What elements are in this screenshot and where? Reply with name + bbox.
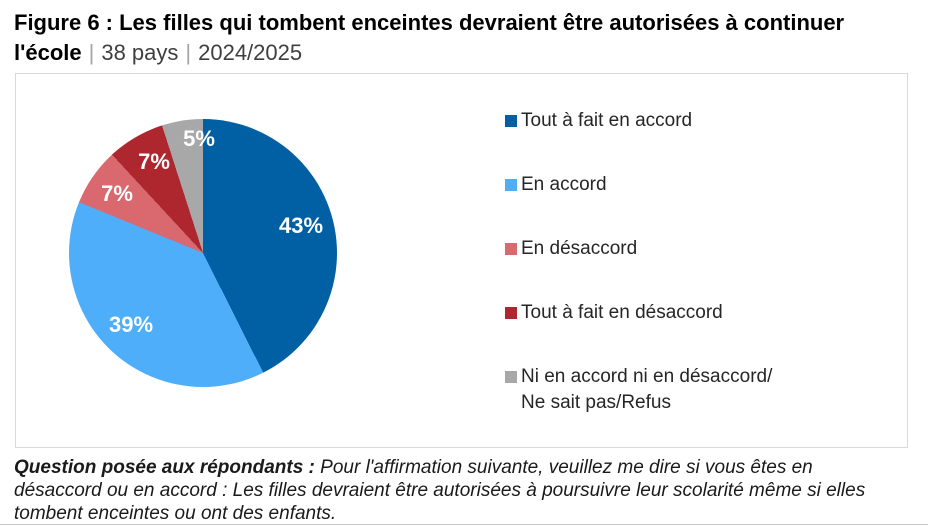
legend-item: Tout à fait en désaccord xyxy=(505,300,895,326)
legend-swatch-icon xyxy=(505,243,517,255)
pie-data-label: 7% xyxy=(101,181,133,206)
question-text: Pour l'affirmation suivante, veuillez me… xyxy=(14,457,866,524)
figure-title-line1: Figure 6 : Les filles qui tombent encein… xyxy=(14,8,914,38)
legend-label: Tout à fait en accord xyxy=(521,110,693,131)
bottom-divider xyxy=(0,524,928,525)
legend-swatch-icon xyxy=(505,179,517,191)
legend-label: Ni en accord ni en désaccord/ Ne sait pa… xyxy=(521,366,773,413)
legend-swatch-icon xyxy=(505,115,517,127)
pie-data-label: 7% xyxy=(138,149,170,174)
figure-period: 2024/2025 xyxy=(198,40,303,65)
pie-chart xyxy=(69,119,337,387)
legend-item: Ni en accord ni en désaccord/ Ne sait pa… xyxy=(505,364,895,416)
pie-data-label: 5% xyxy=(183,126,215,151)
pie-data-label: 43% xyxy=(278,213,324,238)
figure-title-line2: l'école | 38 pays | 2024/2025 xyxy=(14,38,914,68)
title-separator: | xyxy=(185,40,192,65)
figure-title-text-cont: l'école xyxy=(14,40,82,65)
question-note: Question posée aux répondants : Pour l'a… xyxy=(14,456,900,525)
figure-title-text: Figure 6 : Les filles qui tombent encein… xyxy=(14,10,845,35)
legend-label: Tout à fait en désaccord xyxy=(521,302,723,323)
figure-title: Figure 6 : Les filles qui tombent encein… xyxy=(14,8,914,68)
figure-scope: 38 pays xyxy=(101,40,179,65)
title-separator: | xyxy=(88,40,95,65)
legend-item: En désaccord xyxy=(505,236,895,262)
legend-swatch-icon xyxy=(505,371,517,383)
question-label: Question posée aux répondants : xyxy=(14,457,315,478)
pie-data-label: 39% xyxy=(108,312,154,337)
chart-legend: Tout à fait en accord En accord En désac… xyxy=(505,108,895,454)
legend-swatch-icon xyxy=(505,307,517,319)
legend-label: En désaccord xyxy=(521,238,638,259)
legend-item: Tout à fait en accord xyxy=(505,108,895,134)
legend-label: En accord xyxy=(521,174,607,195)
legend-item: En accord xyxy=(505,172,895,198)
